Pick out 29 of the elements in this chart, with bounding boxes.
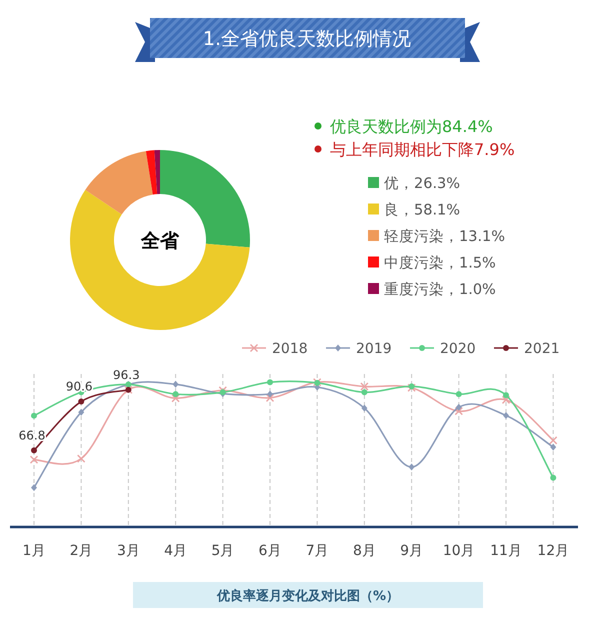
x-tick-label: 6月: [258, 543, 282, 559]
legend-label: 2020: [440, 341, 476, 357]
legend-label: 轻度污染，13.1%: [384, 228, 506, 245]
x-tick-label: 1月: [22, 543, 46, 559]
x-tick-label: 2月: [70, 543, 93, 559]
chart-title: 1.全省优良天数比例情况: [202, 28, 412, 50]
x-tick-label: 5月: [211, 543, 234, 559]
x-tick-label: 10月: [442, 543, 475, 559]
legend-label: 中度污染，1.5%: [384, 254, 496, 272]
text: 与上年同期相比下降7.9%: [330, 140, 515, 159]
legend-label: 良，58.1%: [384, 202, 460, 218]
legend-label: 优，26.3%: [384, 176, 460, 192]
x-tick-label: 12月: [537, 543, 570, 559]
legend-label: 2018: [272, 341, 308, 357]
legend-label: 重度污染，1.0%: [384, 281, 496, 298]
text: 全省: [140, 230, 180, 252]
legend-label: 2021: [524, 341, 560, 357]
data-label: 66.8: [18, 428, 46, 442]
x-tick-label: 11月: [490, 543, 522, 559]
data-label: 90.6: [66, 380, 93, 394]
text: 优良率逐月变化及对比图（%）: [216, 588, 400, 604]
x-tick-label: 7月: [306, 543, 329, 559]
data-label: 96.3: [113, 368, 140, 382]
x-tick-label: 8月: [352, 543, 376, 559]
x-tick-label: 4月: [164, 543, 188, 559]
text: 优良天数比例为84.4%: [330, 117, 493, 136]
x-tick-label: 9月: [400, 543, 424, 559]
legend-label: 2019: [356, 341, 392, 357]
x-tick-label: 3月: [116, 543, 140, 559]
